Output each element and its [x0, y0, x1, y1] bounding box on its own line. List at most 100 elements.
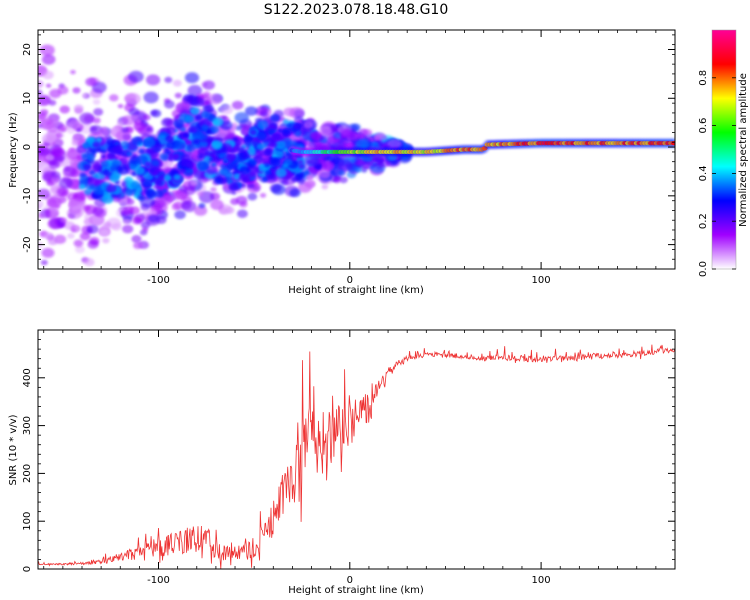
spectrogram-core-blob	[164, 147, 170, 153]
spectrogram-core-blob	[149, 167, 161, 177]
spectrogram-blob	[97, 128, 110, 138]
spectrogram-core-blob	[81, 152, 88, 159]
spectrogram-blob	[140, 221, 151, 229]
spectrogram-blob	[208, 93, 223, 105]
colorbar-gradient	[712, 30, 736, 269]
spectrogram-blob	[303, 120, 314, 129]
spectrogram-blob	[48, 160, 60, 170]
colorbar-ticks: 0.0 0.2 0.4 0.6 0.8	[698, 70, 736, 277]
spectrogram-blob	[89, 214, 105, 226]
snr-frame	[37, 329, 676, 570]
spectrogram-blob	[38, 124, 43, 129]
spectrogram-blob	[174, 92, 182, 99]
spectrogram-blob	[310, 157, 321, 166]
snr-x-axis-label: Height of straight line (km)	[288, 585, 424, 596]
spectrogram-ridge	[288, 138, 675, 157]
spectrogram-blob	[333, 177, 341, 184]
spectrogram-core-blob	[196, 161, 209, 172]
spectrogram-core-blob	[297, 122, 304, 128]
spectrogram-core-blob	[262, 177, 268, 182]
spectrogram-blob	[321, 184, 329, 190]
colorbar-frame	[711, 29, 737, 270]
spectrogram-core-blob	[173, 140, 186, 150]
spectrogram-blob	[137, 242, 144, 248]
spectrogram-blob	[225, 206, 235, 214]
spectrogram-core-blob	[92, 141, 101, 148]
spectrogram-blob	[87, 240, 99, 249]
spectrogram-core-blob	[179, 126, 187, 132]
x-tick-label: 100	[532, 275, 551, 286]
spectrogram-core-blob	[211, 162, 217, 167]
spectrogram-blob	[310, 130, 322, 140]
spectrogram-blob	[236, 209, 248, 218]
colorbar: 0.0 0.2 0.4 0.6 0.8 Normalized spectral ampl…	[698, 29, 749, 277]
spectrogram-blob	[57, 86, 69, 95]
spectrogram-core-blob	[185, 167, 193, 175]
spectrogram-blob	[38, 89, 43, 96]
spectrogram-core-blob	[145, 188, 156, 198]
spectrogram-core-blob	[225, 154, 236, 163]
spectrogram-blob	[102, 237, 110, 244]
spectrogram-blob	[190, 97, 205, 108]
spectrogram-blob	[255, 105, 268, 115]
spectrogram-core-blob	[294, 131, 302, 137]
spectrogram-core-blob	[93, 164, 102, 172]
spectrogram-blob	[190, 180, 198, 187]
spectrogram-blob	[57, 187, 68, 196]
spectrogram-core-blob	[264, 169, 272, 175]
spectrogram-core-blob	[201, 124, 209, 131]
spectrogram-blob	[70, 205, 85, 217]
spectrogram-blob	[73, 133, 80, 139]
spectrogram-core-blob	[199, 134, 208, 141]
spectrogram-core-blob	[125, 188, 134, 197]
spectrogram-core-blob	[142, 180, 152, 189]
spectrogram-blob	[210, 199, 224, 211]
spectrogram-blob	[66, 127, 76, 134]
spectrogram-blob	[100, 229, 110, 236]
spectrogram-core-blob	[189, 107, 200, 116]
spectrogram-blob	[116, 121, 124, 127]
spectrogram-blob	[93, 108, 104, 116]
snr-y-ticks: 0 100 200 300 400	[22, 329, 675, 572]
spectrogram-blob	[92, 206, 104, 216]
spectrogram-core-blob	[264, 163, 271, 168]
y-tick-label: 100	[22, 512, 33, 531]
spectrogram-blob	[289, 188, 301, 198]
spectrogram-core-blob	[246, 164, 259, 175]
spectrogram-blob	[122, 224, 134, 234]
spectrogram-blob	[220, 104, 234, 115]
spectrogram-core-blob	[151, 159, 160, 167]
spectrogram-core-blob	[130, 180, 141, 190]
spectrogram-blob	[81, 93, 88, 98]
spectrogram-core-blob	[277, 128, 283, 134]
spectrogram-blob	[145, 74, 161, 86]
spectrogram-core-blob	[86, 153, 96, 161]
spectrogram-blob	[44, 117, 59, 129]
colorbar-tick-label: 0.2	[698, 213, 709, 229]
spectrogram-core-blob	[222, 159, 229, 164]
spectrogram-blob	[59, 126, 66, 132]
spectrogram-core-blob	[213, 176, 223, 184]
spectrogram-blob	[247, 192, 258, 201]
spectrogram-core-blob	[197, 153, 205, 160]
spectrogram-core-blob	[186, 161, 194, 169]
spectrogram-core-blob	[117, 165, 130, 176]
spectrogram-blob	[41, 247, 55, 258]
spectrogram-blob	[39, 44, 55, 57]
spectrogram-blob	[38, 161, 50, 174]
spectrogram-blob	[113, 126, 120, 131]
spectrogram-core-blob	[144, 161, 151, 167]
spectrogram-blob	[210, 187, 217, 193]
colorbar-tick-label: 0.6	[698, 118, 709, 134]
spectrogram-blob	[333, 139, 347, 150]
spectrogram-core-blob	[274, 140, 287, 150]
spectrogram-blob	[221, 115, 227, 120]
spectrogram-blob	[42, 70, 54, 80]
spectrogram-y-ticks: -20 -10 0 10 20	[22, 34, 675, 270]
spectrogram-core-blob	[101, 154, 107, 159]
spectrogram-core-blob	[239, 165, 250, 175]
spectrogram-core-blob	[218, 153, 225, 159]
spectrogram-core-blob	[136, 154, 149, 165]
spectrogram-blob	[128, 107, 140, 117]
spectrogram-blob	[135, 119, 142, 124]
